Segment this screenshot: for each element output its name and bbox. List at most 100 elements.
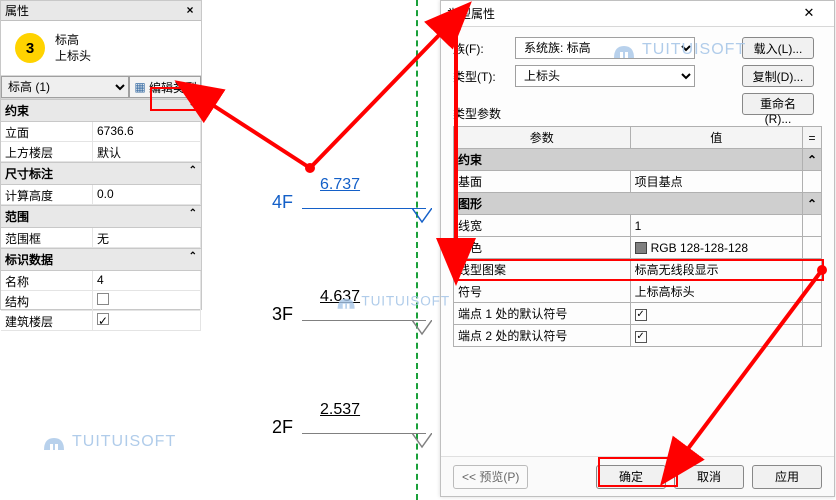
checkbox-end1[interactable]: ✓	[635, 309, 647, 321]
edit-type-icon: ▦	[133, 80, 147, 94]
view-canvas[interactable]: 4F 6.737 3F 4.637 2F 2.537	[210, 0, 440, 500]
cell-color-v[interactable]: RGB 128-128-128	[630, 237, 802, 259]
type-select-dlg[interactable]: 上标头	[515, 65, 695, 87]
watermark-text: TUITUISOFT	[72, 433, 176, 451]
type-select[interactable]: 标高 (1)	[1, 76, 129, 98]
level-line	[302, 433, 426, 434]
ok-button[interactable]: 确定	[596, 465, 666, 489]
level-name: 4F	[272, 192, 293, 213]
value-elev[interactable]: 6736.6	[93, 122, 201, 141]
cell-sym-l: 符号	[454, 281, 631, 303]
color-swatch-icon	[635, 242, 647, 254]
label-build: 建筑楼层	[1, 311, 93, 330]
properties-title: 属性	[5, 2, 29, 19]
label-above: 上方楼层	[1, 142, 93, 161]
section-scope[interactable]: 范围⌃	[1, 205, 201, 228]
cell-e1-v[interactable]: ✓	[630, 303, 802, 325]
close-icon[interactable]: ×	[183, 4, 197, 18]
edit-type-button[interactable]: ▦ 编辑类型	[129, 76, 201, 98]
duplicate-button[interactable]: 复制(D)...	[742, 65, 814, 87]
cell-lw-v[interactable]: 1	[630, 215, 802, 237]
watermark: TUITUISOFT	[40, 430, 176, 454]
cell-pat-v[interactable]: 标高无线段显示	[630, 259, 802, 281]
checkbox-build[interactable]: ✓	[97, 313, 109, 325]
watermark-icon	[40, 430, 68, 454]
level-4f[interactable]: 4F 6.737	[272, 180, 430, 210]
dialog-title: 类型属性	[447, 5, 495, 22]
properties-grid: 约束⌃ 立面 6736.6 上方楼层 默认 尺寸标注⌃ 计算高度 0.0 范围⌃…	[1, 99, 201, 331]
step-badge: 3	[15, 33, 45, 63]
value-calch[interactable]: 0.0	[93, 185, 201, 204]
level-elev: 4.637	[320, 288, 360, 306]
value-scopebox[interactable]: 无	[93, 228, 201, 247]
cell-e1-l: 端点 1 处的默认符号	[454, 303, 631, 325]
apply-button[interactable]: 应用	[752, 465, 822, 489]
group-constraint[interactable]: 约束⌃	[454, 149, 822, 171]
cell-base-v[interactable]: 项目基点	[630, 171, 802, 193]
group-graphics[interactable]: 图形⌃	[454, 193, 822, 215]
level-3f[interactable]: 3F 4.637	[272, 292, 430, 322]
rename-button[interactable]: 重命名(R)...	[742, 93, 814, 115]
label-name: 名称	[1, 271, 93, 290]
level-head-icon	[412, 320, 432, 336]
row-lw: 线宽 1	[454, 215, 822, 237]
cell-e2-l: 端点 2 处的默认符号	[454, 325, 631, 347]
value-struct[interactable]	[93, 291, 201, 310]
row-struct: 结构	[1, 291, 201, 311]
cell-lw-l: 线宽	[454, 215, 631, 237]
row-end1: 端点 1 处的默认符号 ✓	[454, 303, 822, 325]
th-value: 值	[630, 127, 802, 149]
level-name: 3F	[272, 304, 293, 325]
level-line	[302, 208, 426, 209]
dialog-body: 族(F): 系统族: 标高 类型(T): 上标头 载入(L)... 复制(D).…	[441, 27, 834, 457]
value-build[interactable]: ✓	[93, 311, 201, 330]
preview-button[interactable]: << 预览(P)	[453, 465, 528, 489]
section-ident[interactable]: 标识数据⌃	[1, 248, 201, 271]
edit-type-label: 编辑类型	[149, 79, 197, 96]
dialog-side-buttons: 载入(L)... 复制(D)... 重命名(R)...	[742, 37, 822, 115]
type-label: 类型(T):	[453, 68, 509, 85]
section-dim[interactable]: 尺寸标注⌃	[1, 162, 201, 185]
close-icon[interactable]: ✕	[790, 4, 828, 24]
label-calch: 计算高度	[1, 185, 93, 204]
level-elev: 6.737	[320, 176, 360, 194]
cell-e2-v[interactable]: ✓	[630, 325, 802, 347]
value-above[interactable]: 默认	[93, 142, 201, 161]
load-button[interactable]: 载入(L)...	[742, 37, 814, 59]
row-end2: 端点 2 处的默认符号 ✓	[454, 325, 822, 347]
family-select[interactable]: 系统族: 标高	[515, 37, 695, 59]
checkbox-struct[interactable]	[97, 293, 109, 305]
row-symbol: 符号 上标高标头	[454, 281, 822, 303]
row-calch: 计算高度 0.0	[1, 185, 201, 205]
chevron-icon: ⌃	[189, 102, 197, 119]
type-params-table: 参数 值 = 约束⌃ 基面 项目基点 图形⌃ 线宽 1 颜色 RGB 128-1…	[453, 126, 822, 347]
level-2f[interactable]: 2F 2.537	[272, 405, 430, 435]
label-elev: 立面	[1, 122, 93, 141]
properties-titlebar: 属性 ×	[1, 1, 201, 21]
chevron-icon: ⌃	[189, 165, 197, 182]
level-line	[302, 320, 426, 321]
type-select-row: 标高 (1) ▦ 编辑类型	[1, 75, 201, 99]
level-head-icon	[412, 433, 432, 449]
cell-sym-v[interactable]: 上标高标头	[630, 281, 802, 303]
cell-base-l: 基面	[454, 171, 631, 193]
dialog-titlebar[interactable]: 类型属性 ✕	[441, 1, 834, 27]
cancel-button[interactable]: 取消	[674, 465, 744, 489]
label-struct: 结构	[1, 291, 93, 310]
section-constraint[interactable]: 约束⌃	[1, 99, 201, 122]
cell-pat-l: 线型图案	[454, 259, 631, 281]
level-name: 2F	[272, 417, 293, 438]
value-name[interactable]: 4	[93, 271, 201, 290]
cell-color-l: 颜色	[454, 237, 631, 259]
row-above: 上方楼层 默认	[1, 142, 201, 162]
row-name: 名称 4	[1, 271, 201, 291]
th-eq: =	[802, 127, 821, 149]
type-line1: 标高	[55, 32, 91, 48]
level-head-icon	[412, 208, 432, 224]
checkbox-end2[interactable]: ✓	[635, 331, 647, 343]
type-line2: 上标头	[55, 48, 91, 64]
type-properties-dialog: 类型属性 ✕ 族(F): 系统族: 标高 类型(T): 上标头 载入(L)...…	[440, 0, 835, 497]
row-elev: 立面 6736.6	[1, 122, 201, 142]
th-param: 参数	[454, 127, 631, 149]
chevron-icon: ⌃	[189, 208, 197, 225]
